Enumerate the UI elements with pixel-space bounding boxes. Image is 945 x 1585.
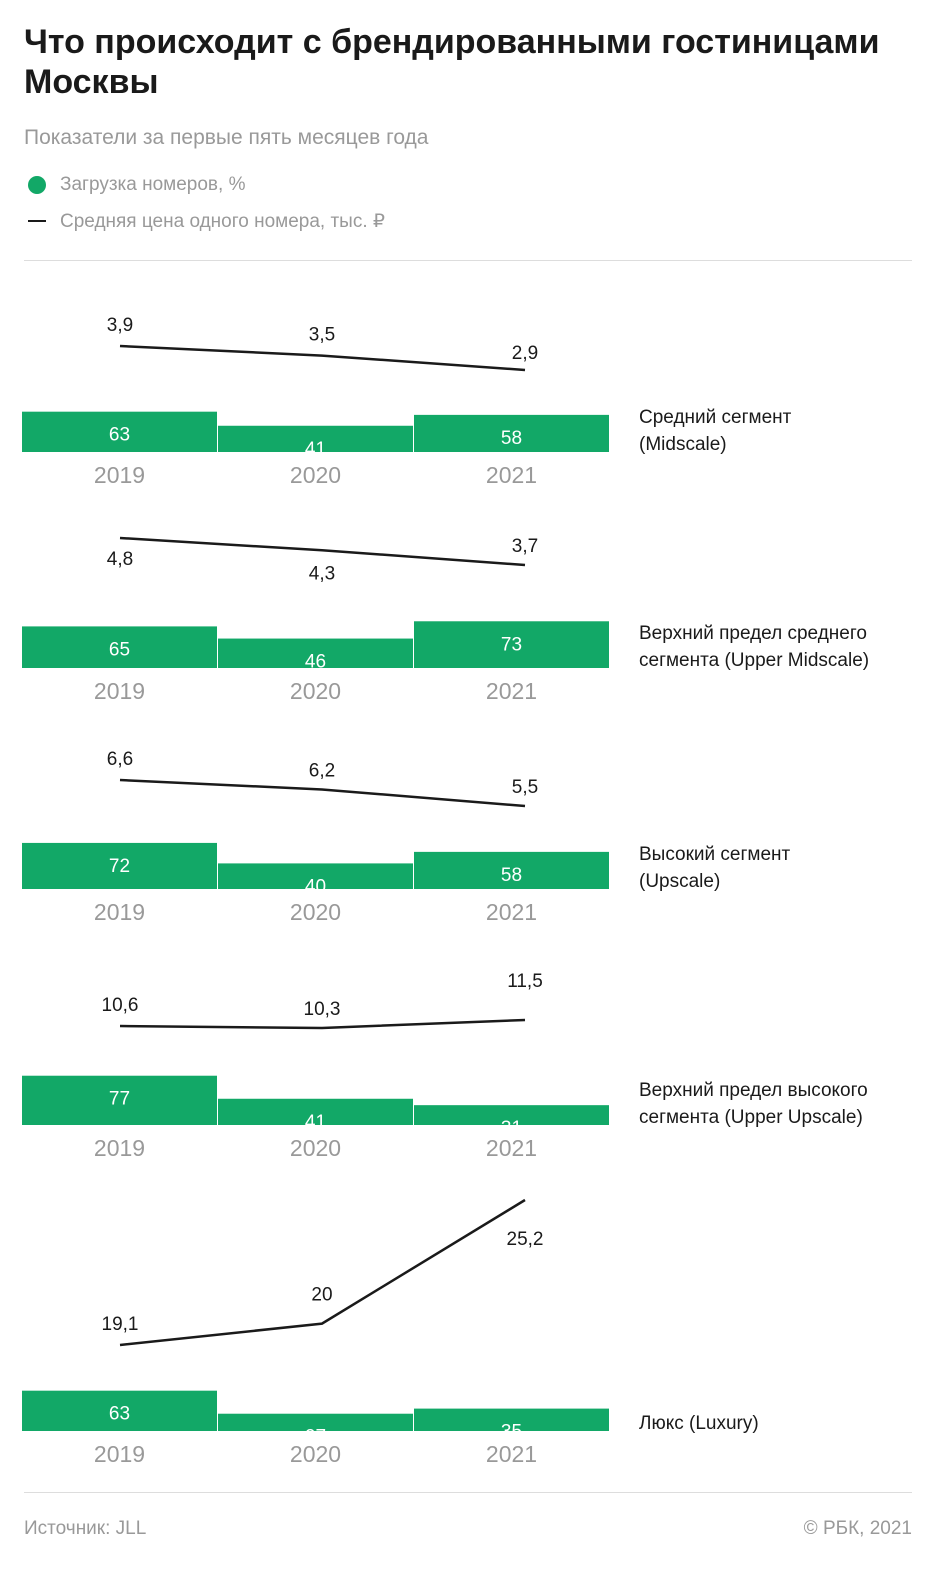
price-label-2020: 6,2 [309, 760, 335, 781]
occupancy-label-2021: 58 [501, 428, 522, 449]
year-label-2021: 2021 [486, 462, 537, 488]
occupancy-bar-2019 [22, 1390, 217, 1431]
segment-label-line: Верхний предел среднего [639, 623, 867, 644]
bottom-divider [24, 1492, 912, 1493]
segment-label-line: сегмента (Upper Midscale) [639, 650, 869, 671]
legend: Загрузка номеров, % Средняя цена одного … [24, 170, 385, 242]
segment-label-line: Верхний предел высокого [639, 1080, 868, 1101]
year-label-2020: 2020 [290, 678, 341, 704]
legend-item-price: Средняя цена одного номера, тыс. ₽ [24, 206, 385, 236]
occupancy-bar-2020 [218, 863, 413, 889]
copyright: © РБК, 2021 [803, 1518, 912, 1539]
occupancy-bar-2020 [218, 638, 413, 668]
occupancy-label-2019: 63 [109, 1404, 130, 1425]
occupancy-bar-2019 [22, 1075, 217, 1125]
price-line [119, 1018, 526, 1030]
segment-label-line: (Upscale) [639, 871, 720, 892]
price-label-2020: 10,3 [304, 999, 341, 1020]
year-label-2019: 2019 [94, 678, 145, 704]
price-label-2019: 6,6 [107, 749, 133, 770]
segment-label-line: Средний сегмент [639, 407, 792, 428]
legend-label-occupancy: Загрузка номеров, % [60, 174, 246, 195]
occupancy-label-2021: 73 [501, 634, 522, 655]
year-label-2019: 2019 [94, 1135, 145, 1161]
legend-line-icon [28, 220, 46, 222]
occupancy-label-2021: 31 [501, 1118, 522, 1139]
price-label-2019: 4,8 [107, 549, 133, 570]
price-line [119, 344, 526, 372]
price-label-2021: 2,9 [512, 343, 538, 364]
year-label-2020: 2020 [290, 899, 341, 925]
year-label-2020: 2020 [290, 462, 341, 488]
occupancy-label-2020: 41 [305, 439, 326, 460]
chart-subtitle: Показатели за первые пять месяцев года [24, 126, 429, 149]
year-label-2021: 2021 [486, 899, 537, 925]
price-label-2021: 25,2 [507, 1229, 544, 1250]
chart-title: Что происходит с брендированными гостини… [24, 23, 880, 101]
year-label-2021: 2021 [486, 1135, 537, 1161]
occupancy-bar-2019 [22, 626, 217, 668]
occupancy-bar-2021 [414, 1105, 609, 1125]
occupancy-bar-2021 [414, 851, 609, 889]
price-label-2019: 19,1 [102, 1314, 139, 1335]
price-label-2020: 3,5 [309, 325, 335, 346]
price-label-2020: 20 [311, 1285, 332, 1306]
year-label-2019: 2019 [94, 462, 145, 488]
price-label-2020: 4,3 [309, 563, 335, 584]
year-label-2019: 2019 [94, 1441, 145, 1467]
occupancy-bar-2020 [218, 425, 413, 452]
segment-label-line: сегмента (Upper Upscale) [639, 1107, 863, 1128]
price-label-2019: 10,6 [102, 995, 139, 1016]
top-divider [24, 260, 912, 261]
occupancy-label-2020: 40 [305, 876, 326, 897]
occupancy-bar-2020 [218, 1098, 413, 1125]
occupancy-label-2019: 65 [109, 639, 130, 660]
source-note: Источник: JLL [24, 1518, 147, 1539]
occupancy-label-2019: 77 [109, 1089, 130, 1110]
price-line [119, 536, 526, 567]
occupancy-label-2020: 27 [305, 1427, 326, 1448]
year-label-2019: 2019 [94, 899, 145, 925]
occupancy-label-2021: 58 [501, 865, 522, 886]
legend-label-price: Средняя цена одного номера, тыс. ₽ [60, 210, 385, 232]
segment-label-line: (Midscale) [639, 434, 727, 455]
price-label-2021: 11,5 [507, 971, 543, 992]
price-label-2021: 3,7 [512, 536, 538, 557]
year-label-2021: 2021 [486, 1441, 537, 1467]
price-line [119, 1198, 526, 1347]
occupancy-bar-2021 [414, 1408, 609, 1431]
occupancy-label-2019: 72 [109, 856, 130, 877]
occupancy-bar-2019 [22, 842, 217, 889]
segment-label-line: Люкс (Luxury) [639, 1413, 759, 1434]
occupancy-label-2021: 35 [501, 1422, 522, 1443]
occupancy-label-2020: 46 [305, 652, 326, 673]
year-label-2020: 2020 [290, 1441, 341, 1467]
occupancy-bar-2021 [414, 414, 609, 452]
year-label-2021: 2021 [486, 678, 537, 704]
occupancy-label-2019: 63 [109, 425, 130, 446]
occupancy-bar-2021 [414, 621, 609, 668]
segment-label-line: Высокий сегмент [639, 844, 791, 865]
occupancy-bar-2019 [22, 411, 217, 452]
price-label-2019: 3,9 [107, 315, 133, 336]
price-line [119, 778, 526, 808]
year-label-2020: 2020 [290, 1135, 341, 1161]
legend-dot-icon [28, 176, 46, 194]
legend-item-occupancy: Загрузка номеров, % [24, 170, 385, 200]
occupancy-label-2020: 41 [305, 1112, 326, 1133]
occupancy-bar-2020 [218, 1413, 413, 1431]
price-label-2021: 5,5 [512, 777, 538, 798]
